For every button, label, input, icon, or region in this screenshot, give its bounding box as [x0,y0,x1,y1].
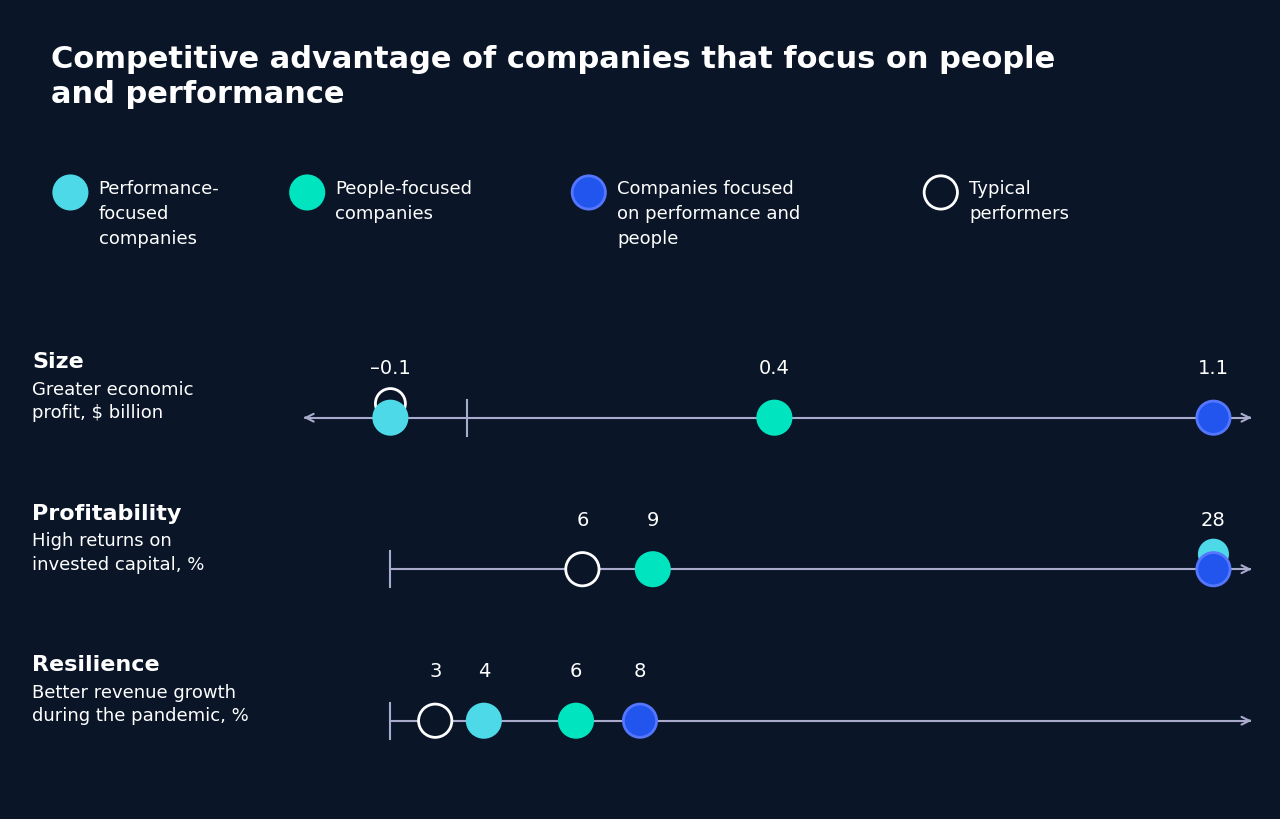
Ellipse shape [374,401,407,434]
Text: Performance-
focused
companies: Performance- focused companies [99,180,219,248]
Text: 1.1: 1.1 [1198,360,1229,378]
Text: Size: Size [32,352,83,372]
Ellipse shape [375,388,406,419]
Text: Greater economic
profit, $ billion: Greater economic profit, $ billion [32,381,193,423]
Ellipse shape [291,176,324,209]
Ellipse shape [1197,401,1230,434]
Text: 9: 9 [646,511,659,530]
Text: 6: 6 [570,663,582,681]
Text: 28: 28 [1201,511,1226,530]
Text: Companies focused
on performance and
people: Companies focused on performance and peo… [617,180,800,248]
Text: 0.4: 0.4 [759,360,790,378]
Ellipse shape [559,704,593,737]
Ellipse shape [419,704,452,737]
Ellipse shape [572,176,605,209]
Ellipse shape [924,176,957,209]
Text: Competitive advantage of companies that focus on people
and performance: Competitive advantage of companies that … [51,45,1056,109]
Text: 4: 4 [477,663,490,681]
Text: 3: 3 [429,663,442,681]
Ellipse shape [758,401,791,434]
Ellipse shape [636,553,669,586]
Text: 8: 8 [634,663,646,681]
Text: People-focused
companies: People-focused companies [335,180,472,224]
Text: –0.1: –0.1 [370,360,411,378]
Text: 6: 6 [576,511,589,530]
Text: High returns on
invested capital, %: High returns on invested capital, % [32,532,205,574]
Ellipse shape [623,704,657,737]
Text: Typical
performers: Typical performers [969,180,1069,224]
Text: Better revenue growth
during the pandemic, %: Better revenue growth during the pandemi… [32,684,248,726]
Text: Resilience: Resilience [32,655,160,675]
Ellipse shape [1199,540,1228,568]
Ellipse shape [54,176,87,209]
Ellipse shape [467,704,500,737]
Ellipse shape [1197,553,1230,586]
Text: Profitability: Profitability [32,504,182,523]
Ellipse shape [566,553,599,586]
